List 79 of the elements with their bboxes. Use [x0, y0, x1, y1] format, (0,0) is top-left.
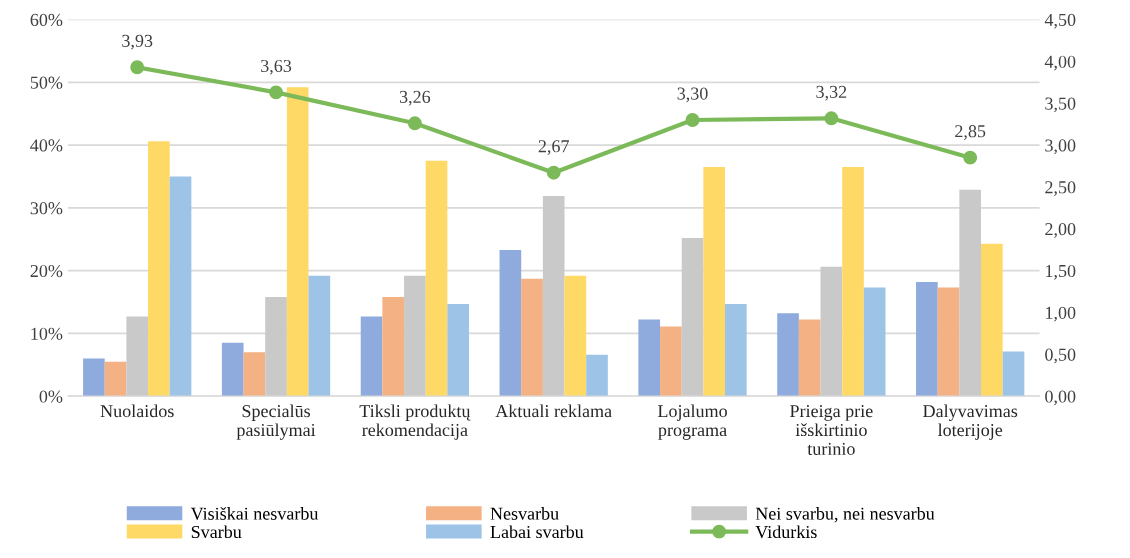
legend-label: Nesvarbu: [490, 507, 559, 520]
point: [963, 150, 978, 165]
point: [546, 165, 561, 180]
bar: [148, 141, 170, 397]
legend-label: Nei svarbu, nei nesvarbu: [755, 507, 935, 523]
bar: [863, 287, 886, 397]
bar: [638, 319, 661, 397]
bar: [425, 160, 448, 397]
bar: [916, 281, 938, 397]
y-tick-label: 0%: [39, 390, 63, 403]
bar: [360, 316, 383, 397]
bar: [703, 167, 726, 397]
bar: [681, 237, 704, 397]
bar: [169, 176, 192, 397]
y2-tick-label: 0,00: [1045, 390, 1076, 406]
legend-label: Labai svarbu: [490, 525, 584, 539]
bar: [959, 189, 982, 397]
bar: [820, 266, 843, 397]
bar: [221, 342, 244, 397]
x-tick-label: Dalyvavimas loterijoje: [923, 404, 1018, 440]
bar: [798, 319, 821, 397]
y2-tick-label: 3,00: [1045, 139, 1076, 155]
bar: [382, 297, 405, 397]
y-tick-label: 30%: [30, 202, 63, 215]
bar: [308, 275, 331, 397]
y2-tick-label: 4,50: [1044, 13, 1076, 29]
bar: [265, 297, 287, 397]
bar: [981, 243, 1003, 397]
x-tick-label: Aktuali reklama: [495, 404, 612, 418]
point: [130, 60, 145, 75]
y2-tick-label: 4,00: [1044, 55, 1076, 71]
point: [269, 85, 283, 100]
bar: [447, 303, 470, 397]
bar: [586, 354, 608, 397]
x-tick-label: Nuolaidos: [100, 404, 174, 418]
legend-label: Svarbu: [191, 525, 242, 539]
x-tick-label: Lojalumo programa: [657, 404, 727, 440]
x-tick-label: Prieiga prie išskirtinio turinio: [790, 405, 873, 455]
bar: [937, 287, 960, 397]
y-tick-label: 20%: [30, 264, 63, 278]
point: [685, 113, 700, 127]
bar: [777, 313, 799, 397]
bar: [1002, 351, 1025, 397]
y2-tick-label: 2,00: [1045, 223, 1076, 238]
y-tick-label: 10%: [31, 327, 63, 340]
y2-tick-label: 1,00: [1046, 306, 1076, 322]
bar: [542, 195, 565, 397]
y2-tick-label: 1,50: [1046, 264, 1076, 280]
data-label: 2,67: [538, 140, 569, 155]
bar: [83, 358, 105, 397]
bar: [286, 87, 309, 397]
bar: [725, 303, 747, 397]
bar: [660, 326, 682, 397]
bar: [521, 278, 543, 397]
bar: [499, 249, 522, 397]
legend-label: Visiškai nesvarbu: [190, 507, 319, 520]
y2-tick-label: 2,50: [1045, 181, 1076, 196]
bar: [104, 361, 127, 397]
point: [824, 111, 839, 126]
data-label: 3,30: [677, 87, 708, 103]
y2-tick-label: 0,50: [1045, 348, 1076, 364]
y2-tick-label: 3,50: [1045, 97, 1076, 113]
bar: [404, 275, 426, 397]
bar: [243, 352, 266, 397]
point: [407, 116, 422, 131]
data-label: 3,93: [122, 34, 153, 50]
data-label: 3,32: [816, 85, 847, 101]
bar: [126, 316, 149, 397]
data-label: 2,85: [955, 125, 986, 140]
y-tick-label: 40%: [30, 139, 63, 152]
x-tick-label: Tiksli produktų rekomendacija: [359, 404, 471, 440]
data-label: 3,63: [261, 59, 292, 75]
bar: [842, 167, 864, 397]
bar: [564, 275, 587, 397]
x-tick-label: Specialūs pasiūlymai: [236, 404, 316, 440]
legend-label: Vidurkis: [755, 525, 817, 539]
y-tick-label: 50%: [30, 76, 63, 89]
y-tick-label: 60%: [30, 13, 63, 27]
data-label: 3,26: [399, 90, 431, 106]
